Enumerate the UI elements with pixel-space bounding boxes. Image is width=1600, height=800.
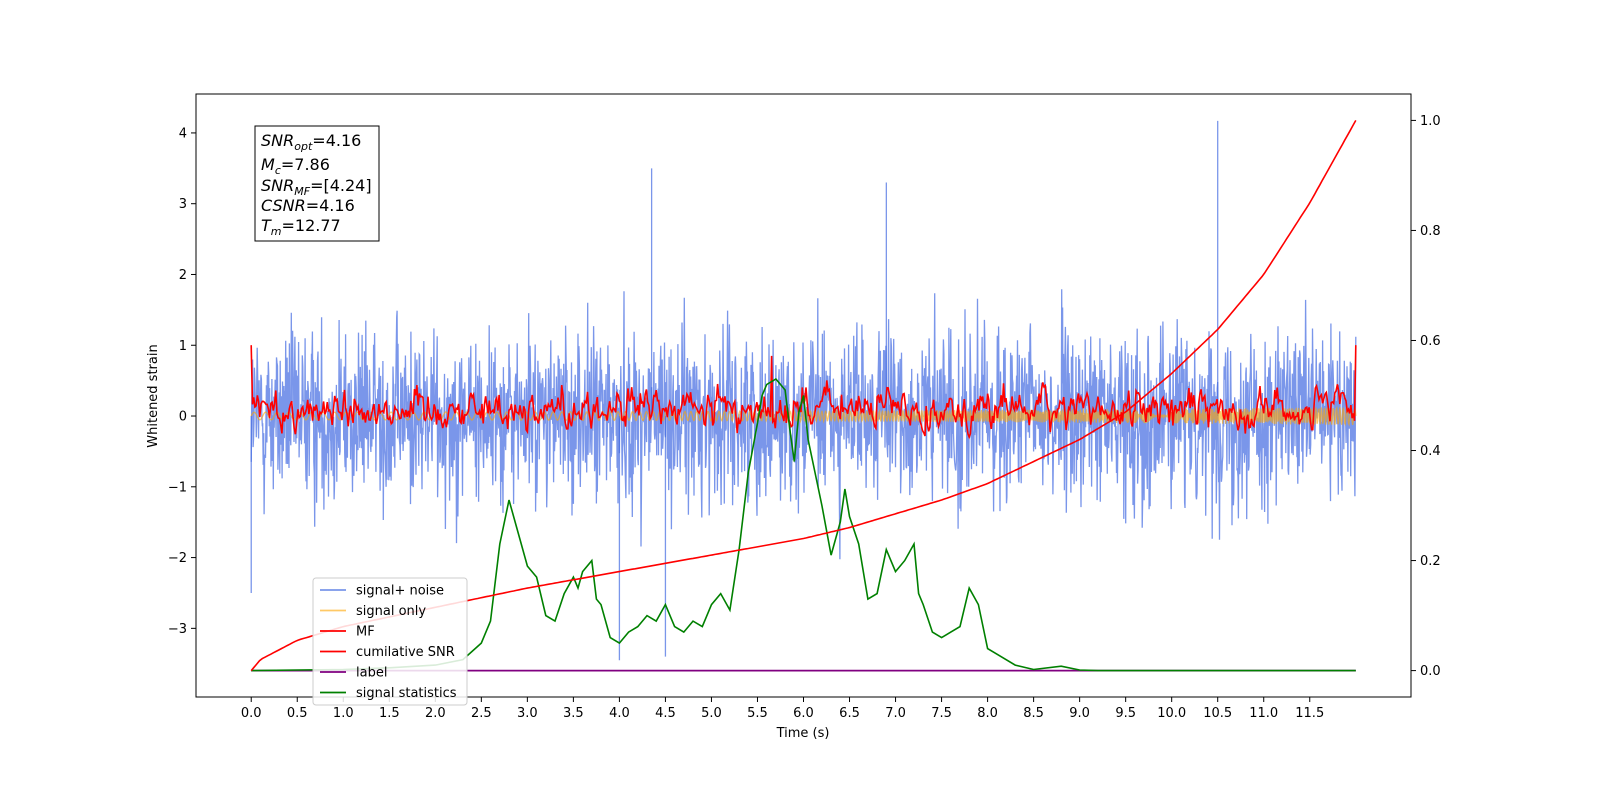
legend-frame: [312, 577, 468, 706]
left-y-tick-label: 3: [179, 197, 187, 212]
left-y-tick-label: −1: [168, 480, 187, 495]
series-signal-statistics-line: [251, 377, 1356, 672]
stats-line-csnr: CSNR=4.16: [261, 196, 355, 215]
right-y-tick-label: 0.2: [1420, 554, 1441, 569]
legend-label: cumilative SNR: [356, 645, 455, 660]
x-tick-label: 1.0: [333, 706, 354, 721]
x-axis-label: Time (s): [776, 726, 830, 741]
x-axis-ticks: 0.0 0.5 1.0 1.5 2.0 2.5 3.0 3.5 4.0 4.5 5.0 5.5 6.0 6…: [241, 697, 1324, 721]
legend: signal+ noise signal only MF cumilative SNR…: [312, 577, 468, 706]
left-y-tick-label: 1: [179, 339, 187, 354]
x-tick-label: 3.0: [517, 706, 538, 721]
left-y-tick-label: −3: [168, 622, 187, 637]
series-mf-line: [250, 345, 1357, 440]
x-tick-label: 6.0: [793, 706, 814, 721]
right-y-tick-label: 0.4: [1420, 444, 1441, 459]
y-axis-label: Whitened strain: [146, 344, 161, 447]
x-tick-label: 10.0: [1157, 706, 1186, 721]
stats-line-snr-mf: SNRMF=[4.24]: [261, 176, 372, 198]
left-y-axis-ticks: −3 −2 −1 0 1 2 3 4: [168, 126, 196, 637]
legend-label: label: [356, 666, 387, 681]
x-tick-label: 10.5: [1203, 706, 1232, 721]
x-tick-label: 11.0: [1249, 706, 1278, 721]
x-tick-label: 0.0: [241, 706, 262, 721]
x-tick-label: 11.5: [1295, 706, 1324, 721]
stats-box: SNRopt=4.16 Mc=7.86 SNRMF=[4.24] CSNR=4.…: [254, 125, 380, 242]
x-tick-label: 2.0: [425, 706, 446, 721]
right-y-tick-label: 0.6: [1420, 334, 1441, 349]
left-y-tick-label: 0: [179, 410, 187, 425]
x-tick-label: 3.5: [563, 706, 584, 721]
left-y-tick-label: −2: [168, 551, 187, 566]
x-tick-label: 4.5: [655, 706, 676, 721]
x-tick-label: 8.5: [1023, 706, 1044, 721]
stats-box-frame: [254, 125, 380, 242]
stats-line-mc: Mc=7.86: [261, 155, 330, 177]
x-tick-label: 1.5: [379, 706, 400, 721]
x-tick-label: 6.5: [839, 706, 860, 721]
x-tick-label: 7.0: [885, 706, 906, 721]
right-y-tick-label: 0.8: [1420, 224, 1441, 239]
legend-label: MF: [356, 625, 375, 640]
left-y-tick-label: 4: [179, 126, 187, 141]
legend-label: signal+ noise: [356, 584, 444, 599]
x-tick-label: 9.5: [1115, 706, 1136, 721]
legend-label: signal only: [356, 604, 426, 619]
x-tick-label: 0.5: [287, 706, 308, 721]
x-tick-label: 5.0: [701, 706, 722, 721]
x-tick-label: 4.0: [609, 706, 630, 721]
stats-line-tm: Tm=12.77: [261, 216, 341, 238]
left-y-tick-label: 2: [179, 268, 187, 283]
x-tick-label: 9.0: [1069, 706, 1090, 721]
x-tick-label: 8.0: [977, 706, 998, 721]
right-y-tick-label: 0.0: [1420, 664, 1441, 679]
right-y-tick-label: 1.0: [1420, 114, 1441, 129]
x-tick-label: 5.5: [747, 706, 768, 721]
right-y-axis-ticks: 0.0 0.2 0.4 0.6 0.8 1.0: [1411, 114, 1441, 679]
x-tick-label: 7.5: [931, 706, 952, 721]
stats-line-snr-opt: SNRopt=4.16: [261, 131, 361, 153]
x-tick-label: 2.5: [471, 706, 492, 721]
legend-label: signal statistics: [356, 686, 457, 701]
